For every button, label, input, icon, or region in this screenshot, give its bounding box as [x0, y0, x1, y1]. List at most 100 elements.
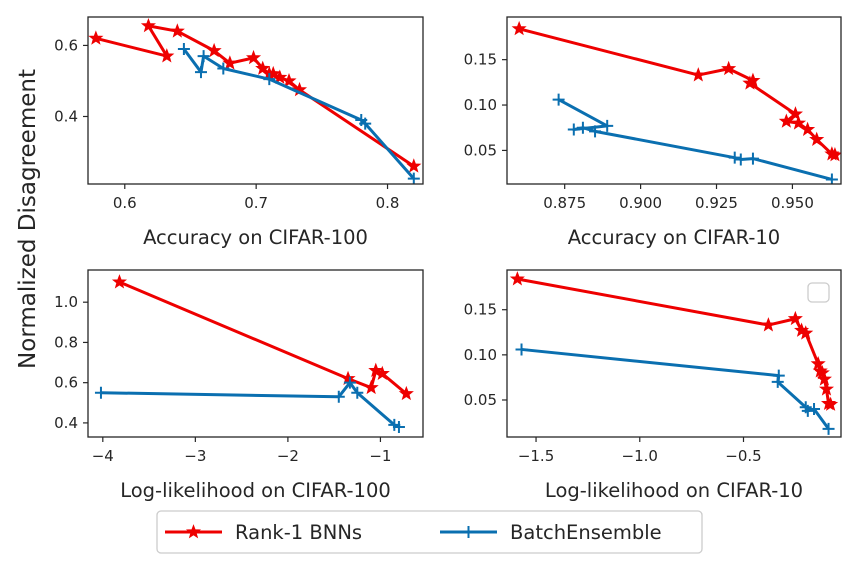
- data-point-rank1: [245, 49, 262, 65]
- x-tick-label: 0.900: [619, 194, 662, 212]
- data-point-batchensemble: [407, 172, 420, 184]
- y-tick-label: 0.15: [464, 51, 497, 69]
- data-point-rank1: [818, 381, 835, 396]
- data-point-batchensemble: [177, 42, 190, 55]
- axes-frame: [87, 16, 424, 185]
- data-point-batchensemble: [734, 153, 747, 166]
- data-point-batchensemble: [801, 404, 814, 417]
- x-axis-label: Log-likelihood on CIFAR-100: [120, 479, 391, 502]
- data-point-rank1: [272, 69, 288, 84]
- series-rank1: [111, 274, 414, 401]
- data-point-rank1: [721, 60, 737, 76]
- data-point-rank1: [787, 106, 803, 121]
- data-point-batchensemble: [343, 376, 356, 389]
- data-point-batchensemble: [746, 152, 759, 165]
- data-point-batchensemble: [822, 422, 835, 435]
- series-line-batchensemble: [100, 381, 400, 429]
- subplot-cifar100-accuracy: 0.6 0.7 0.8 0.4 0.6 Accuracy on CIFAR-100: [54, 16, 424, 249]
- subplot-cifar10-accuracy: 0.875 0.900 0.925 0.950 0.05 0.10 0.15 Accuracy…: [464, 16, 842, 249]
- data-point-rank1: [800, 121, 816, 136]
- legend-entry-rank1: Rank-1 BNNs: [165, 521, 362, 544]
- x-tick-label: 0.925: [695, 194, 738, 212]
- data-point-rank1: [255, 60, 271, 75]
- data-point-rank1: [406, 158, 422, 173]
- data-point-batchensemble: [552, 93, 565, 106]
- x-tick-label: 0.875: [543, 194, 586, 212]
- data-point-batchensemble: [197, 50, 210, 63]
- data-point-rank1: [823, 396, 839, 411]
- series-line-rank1: [95, 24, 415, 168]
- subplot-cifar100-loglik: −4 −3 −2 −1 0.4 0.6 0.8 1.0 Log-likelihood on CI…: [54, 269, 424, 502]
- x-tick-label: −0.5: [725, 447, 761, 465]
- series-line-rank1: [518, 27, 836, 157]
- data-point-rank1: [206, 42, 222, 58]
- series-line-rank1: [118, 280, 408, 395]
- data-point-batchensemble: [94, 386, 107, 399]
- data-point-batchensemble: [351, 386, 364, 399]
- empty-legend-box: [807, 282, 830, 303]
- series-line-batchensemble: [521, 347, 830, 430]
- x-tick-label: 0.950: [771, 194, 814, 212]
- data-point-rank1: [760, 317, 776, 332]
- y-tick-label: 0.6: [54, 374, 78, 392]
- data-point-batchensemble: [263, 73, 276, 86]
- data-point-rank1: [742, 75, 758, 90]
- data-point-batchensemble: [772, 369, 785, 382]
- axes-frame: [87, 269, 424, 438]
- data-point-batchensemble: [567, 123, 580, 136]
- data-point-batchensemble: [771, 375, 784, 388]
- data-point-batchensemble: [217, 62, 230, 75]
- data-point-rank1: [169, 23, 185, 38]
- data-point-rank1: [140, 17, 156, 33]
- data-point-rank1: [511, 20, 527, 36]
- data-point-rank1: [809, 131, 825, 146]
- legend-entry-batchensemble: BatchEnsemble: [440, 521, 662, 544]
- data-point-batchensemble: [576, 121, 589, 134]
- data-point-rank1: [368, 362, 384, 378]
- data-point-rank1: [798, 325, 814, 340]
- x-tick-label: −3: [184, 447, 206, 465]
- data-point-batchensemble: [589, 125, 602, 138]
- series-batchensemble: [177, 42, 420, 184]
- x-tick-label: −2: [277, 447, 299, 465]
- subplot-cifar10-loglik: −1.5 −1.0 −0.5 0.05 0.10 0.15 Log-likelihood o…: [464, 269, 842, 502]
- data-point-rank1: [814, 364, 830, 380]
- x-tick-label: −1.5: [518, 447, 554, 465]
- data-point-rank1: [509, 271, 525, 286]
- y-tick-label: 1.0: [54, 293, 78, 311]
- y-tick-label: 0.4: [54, 414, 78, 432]
- data-point-rank1: [281, 73, 297, 88]
- data-point-rank1: [827, 147, 841, 162]
- y-tick-label: 0.10: [464, 346, 497, 364]
- series-batchensemble: [515, 343, 835, 435]
- data-point-batchensemble: [728, 151, 741, 164]
- legend-frame: [156, 510, 703, 554]
- data-point-rank1: [787, 310, 803, 326]
- data-point-rank1: [222, 55, 238, 70]
- data-point-rank1: [88, 30, 104, 45]
- data-point-batchensemble: [359, 117, 372, 130]
- legend-label: Rank-1 BNNs: [235, 521, 362, 544]
- y-tick-label: 0.6: [54, 36, 78, 54]
- data-point-batchensemble: [601, 119, 614, 132]
- data-point-rank1: [690, 67, 706, 82]
- data-point-rank1: [398, 385, 414, 401]
- x-axis-label: Log-likelihood on CIFAR-10: [545, 479, 803, 502]
- x-tick-label: −1.0: [622, 447, 658, 465]
- x-axis-label: Accuracy on CIFAR-10: [568, 226, 780, 249]
- data-point-rank1: [778, 113, 794, 128]
- data-point-rank1: [265, 65, 281, 81]
- y-tick-label: 0.4: [54, 107, 78, 125]
- data-point-rank1: [374, 365, 390, 381]
- x-tick-label: 0.6: [113, 194, 137, 212]
- series-rank1: [88, 17, 422, 173]
- axes-frame: [506, 269, 842, 438]
- x-tick-label: 0.7: [244, 194, 268, 212]
- data-point-rank1: [810, 355, 826, 371]
- data-point-rank1: [790, 115, 807, 130]
- data-point-batchensemble: [392, 420, 405, 433]
- data-point-rank1: [340, 370, 356, 386]
- legend-marker: [185, 524, 202, 539]
- x-axis-label: Accuracy on CIFAR-100: [143, 226, 368, 249]
